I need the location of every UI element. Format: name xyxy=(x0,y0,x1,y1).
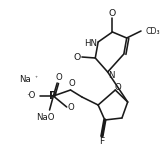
Text: F: F xyxy=(99,136,105,146)
Text: O: O xyxy=(67,104,74,112)
Text: P: P xyxy=(49,91,57,101)
Text: O: O xyxy=(56,73,62,83)
Text: NaO: NaO xyxy=(36,112,55,121)
Text: O: O xyxy=(68,80,75,89)
Text: O: O xyxy=(115,83,122,91)
Text: N: N xyxy=(108,72,115,80)
Text: O: O xyxy=(109,10,116,18)
Text: ·O: ·O xyxy=(26,91,35,100)
Text: O: O xyxy=(74,52,81,62)
Text: Na: Na xyxy=(19,76,30,84)
Text: ⁺: ⁺ xyxy=(34,76,37,80)
Text: HN: HN xyxy=(84,38,97,48)
Text: CD₃: CD₃ xyxy=(146,27,160,35)
